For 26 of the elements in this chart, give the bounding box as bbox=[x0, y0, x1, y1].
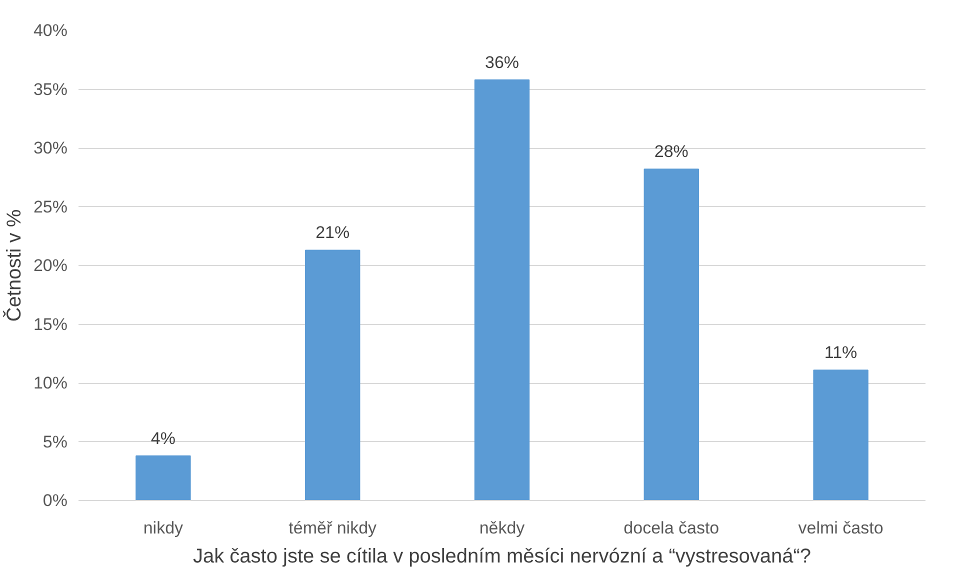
y-tick-label: 30% bbox=[33, 138, 68, 158]
y-axis-title: Četnosti v % bbox=[2, 209, 26, 322]
bar bbox=[644, 168, 700, 500]
bar bbox=[474, 79, 530, 500]
bar bbox=[304, 250, 360, 500]
data-label: 21% bbox=[316, 223, 350, 242]
y-tick-label: 5% bbox=[42, 432, 68, 452]
data-label: 4% bbox=[150, 428, 176, 448]
bar bbox=[813, 370, 868, 500]
y-tick-label: 35% bbox=[33, 80, 68, 99]
y-tick-label: 25% bbox=[33, 197, 68, 216]
x-tick-label: téměř nikdy bbox=[288, 518, 378, 538]
x-tick-label: velmi často bbox=[798, 518, 884, 538]
data-label: 28% bbox=[654, 142, 688, 162]
y-tick-label: 40% bbox=[33, 21, 68, 40]
y-tick-label: 0% bbox=[42, 491, 68, 510]
x-tick-label: někdy bbox=[479, 518, 526, 538]
bar bbox=[136, 455, 191, 500]
data-label: 11% bbox=[824, 343, 858, 362]
y-tick-label: 20% bbox=[33, 256, 68, 275]
y-tick-label: 15% bbox=[33, 314, 68, 334]
data-label: 36% bbox=[484, 52, 520, 72]
x-axis-title: Jak často jste se cítila v posledním měsíci nervózní a “vystresovaná“? bbox=[192, 546, 812, 568]
y-tick-label: 10% bbox=[33, 374, 68, 392]
x-tick-label: docela často bbox=[624, 518, 720, 538]
x-tick-label: nikdy bbox=[143, 518, 184, 538]
